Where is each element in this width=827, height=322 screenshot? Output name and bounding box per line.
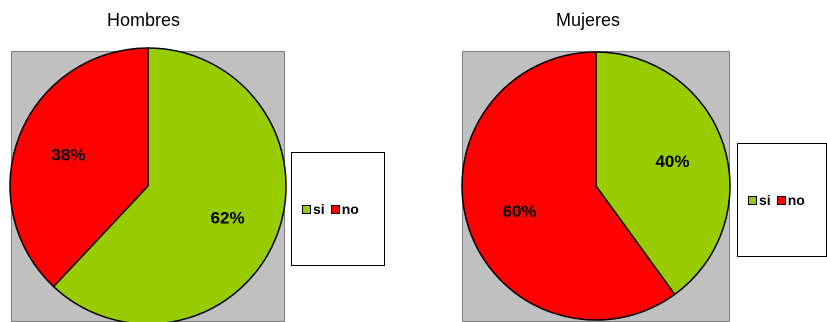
slice-label-mujeres-no: 60% <box>503 202 537 221</box>
legend-swatch-si <box>748 195 757 205</box>
legend-swatch-no <box>330 204 340 214</box>
legend-mujeres: si no <box>737 143 827 257</box>
legend-label-no: no <box>787 192 805 208</box>
legend-label-si: si <box>759 192 771 208</box>
legend-label-si: si <box>313 201 325 217</box>
legend-item-no: no <box>776 192 805 208</box>
slice-label-hombres-si: 62% <box>211 208 245 227</box>
pie-slice-hombres-no <box>9 47 149 288</box>
legend-item-si: si <box>302 201 325 217</box>
legend-hombres: si no <box>291 152 385 266</box>
legend-swatch-no <box>776 195 786 205</box>
legend-item-si: si <box>748 192 771 208</box>
legend-item-no: no <box>330 201 359 217</box>
pie-slice-mujeres-no <box>461 51 676 321</box>
pie-slice-mujeres-si <box>595 51 731 296</box>
pie-slice-hombres-si <box>52 47 287 322</box>
chart-title-mujeres: Mujeres <box>556 10 621 30</box>
legend-swatch-si <box>302 204 311 214</box>
slice-label-mujeres-si: 40% <box>655 152 689 171</box>
chart-title-hombres: Hombres <box>107 10 181 30</box>
slice-label-hombres-no: 38% <box>51 146 85 165</box>
legend-label-no: no <box>341 201 359 217</box>
